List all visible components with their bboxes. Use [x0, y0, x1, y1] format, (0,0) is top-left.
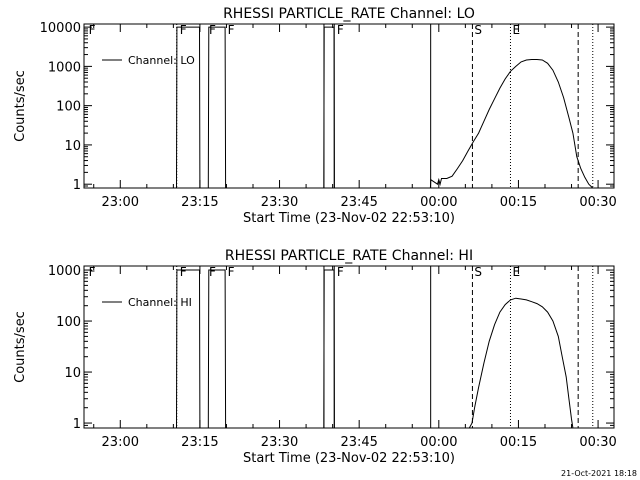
flag-label: F [180, 265, 187, 279]
flag-label: E [512, 265, 520, 279]
y-axis-label: Counts/sec [13, 70, 28, 142]
y-tick-label: 10 [64, 366, 81, 381]
plot-frame [83, 265, 615, 429]
y-axis-label: Counts/sec [13, 311, 28, 383]
x-tick-label: 00:00 [420, 195, 457, 210]
x-tick-label: 23:00 [102, 435, 139, 450]
plot-frame [83, 23, 615, 189]
legend-label: Channel: HI [128, 296, 192, 309]
x-tick-label: 23:30 [261, 195, 298, 210]
x-tick-label: 23:30 [261, 435, 298, 450]
flag-label: E [512, 23, 520, 37]
flag-label: F [337, 265, 344, 279]
x-tick-label: 23:15 [181, 435, 218, 450]
x-tick-label: 00:15 [500, 435, 537, 450]
x-tick-label: 00:30 [579, 195, 616, 210]
flag-label: S [474, 23, 482, 37]
x-tick-label: 00:30 [579, 435, 616, 450]
x-tick-label: 00:15 [500, 195, 537, 210]
flag-label: F [180, 23, 187, 37]
y-tick-label: 10 [64, 139, 81, 154]
y-tick-label: 100 [56, 100, 81, 115]
flag-label: F [209, 265, 216, 279]
x-tick-label: 23:45 [340, 435, 377, 450]
flag-label: F [228, 265, 235, 279]
y-tick-label: 100 [56, 315, 81, 330]
flag-label: F [89, 23, 96, 37]
y-tick-label: 1 [73, 178, 81, 193]
series-line-channel-hi [84, 269, 574, 428]
lo-channel-panel: RHESSI PARTICLE_RATE Channel: LO Start Ti… [13, 6, 617, 226]
x-tick-label: 23:15 [181, 195, 218, 210]
y-tick-label: 1000 [48, 264, 81, 279]
chart-title: RHESSI PARTICLE_RATE Channel: LO [223, 6, 475, 22]
chart-title: RHESSI PARTICLE_RATE Channel: HI [225, 248, 473, 264]
x-tick-label: 00:00 [420, 435, 457, 450]
flag-label: S [474, 265, 482, 279]
legend-label: Channel: LO [128, 54, 195, 67]
y-tick-label: 1 [73, 417, 81, 432]
flag-label: F [209, 23, 216, 37]
y-tick-label: 10000 [40, 21, 81, 36]
series-line-channel-lo [84, 26, 594, 188]
footer-timestamp: 21-Oct-2021 18:18 [561, 469, 637, 478]
flag-label: F [337, 23, 344, 37]
flag-label: F [228, 23, 235, 37]
x-tick-label: 23:45 [340, 195, 377, 210]
x-axis-label: Start Time (23-Nov-02 22:53:10) [243, 211, 455, 226]
flag-label: F [89, 265, 96, 279]
x-tick-label: 23:00 [102, 195, 139, 210]
x-axis-label: Start Time (23-Nov-02 22:53:10) [243, 451, 455, 466]
hi-channel-panel: RHESSI PARTICLE_RATE Channel: HI Start Ti… [13, 248, 617, 466]
y-tick-label: 1000 [48, 60, 81, 75]
